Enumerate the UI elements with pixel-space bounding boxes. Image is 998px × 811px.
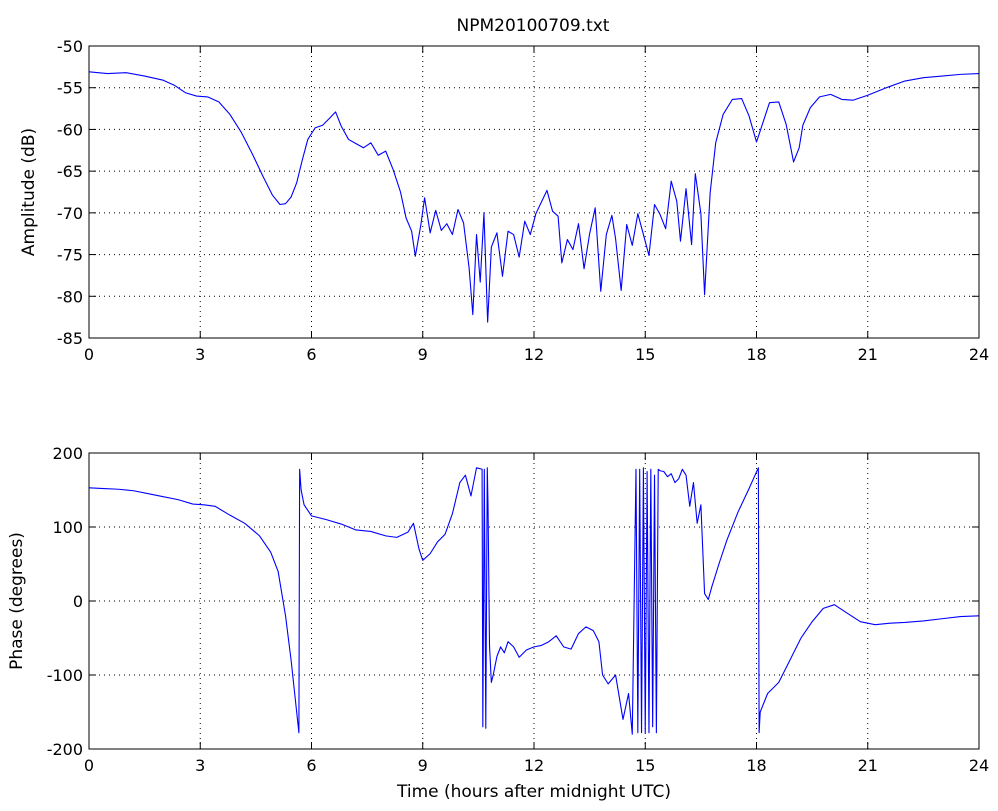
phase-xtick-label: 3: [195, 756, 205, 775]
amplitude-xtick-label: 6: [306, 345, 316, 364]
phase-ytick-label: 0: [73, 592, 83, 611]
phase-ytick-label: 100: [52, 518, 83, 537]
phase-xtick-label: 24: [969, 756, 989, 775]
phase-xlabel: Time (hours after midnight UTC): [396, 782, 671, 802]
amplitude-axes: 0 3 6 9 12 15 18 21 24 -85 -80 -75 -70 -65 -60 -55 -50 Am…: [19, 37, 989, 364]
chart-title: NPM20100709.txt: [457, 16, 610, 36]
amplitude-ytick-label: -50: [57, 37, 83, 56]
phase-xtick-label: 21: [858, 756, 878, 775]
amplitude-ytick-label: -85: [57, 329, 83, 348]
amplitude-xtick-label: 18: [746, 345, 766, 364]
phase-xtick-label: 0: [84, 756, 94, 775]
phase-xtick-label: 12: [524, 756, 544, 775]
phase-xtick-label: 15: [635, 756, 655, 775]
phase-xtick-label: 9: [418, 756, 428, 775]
phase-axes: 0 3 6 9 12 15 18 21 24 -200 -100 0 100 200 Phase (degr…: [7, 444, 989, 802]
phase-xtick-label: 6: [306, 756, 316, 775]
phase-ytick-label: -200: [47, 740, 83, 759]
amplitude-xtick-label: 0: [84, 345, 94, 364]
amplitude-ytick-label: -60: [57, 120, 83, 139]
amplitude-ytick-label: -55: [57, 79, 83, 98]
phase-ytick-label: -100: [47, 666, 83, 685]
amplitude-ytick-label: -75: [57, 246, 83, 265]
amplitude-ylabel: Amplitude (dB): [19, 128, 39, 256]
amplitude-xtick-label: 21: [858, 345, 878, 364]
amplitude-ytick-label: -80: [57, 287, 83, 306]
amplitude-xtick-label: 12: [524, 345, 544, 364]
amplitude-xtick-label: 24: [969, 345, 989, 364]
amplitude-xtick-label: 15: [635, 345, 655, 364]
phase-series-line: [88, 467, 980, 735]
amplitude-xtick-label: 3: [195, 345, 205, 364]
amplitude-xtick-label: 9: [418, 345, 428, 364]
amplitude-series-line: [88, 71, 980, 323]
phase-ylabel: Phase (degrees): [7, 532, 27, 670]
phase-ytick-label: 200: [52, 444, 83, 463]
amplitude-ytick-label: -65: [57, 162, 83, 181]
phase-xtick-label: 18: [746, 756, 766, 775]
amplitude-ytick-label: -70: [57, 204, 83, 223]
